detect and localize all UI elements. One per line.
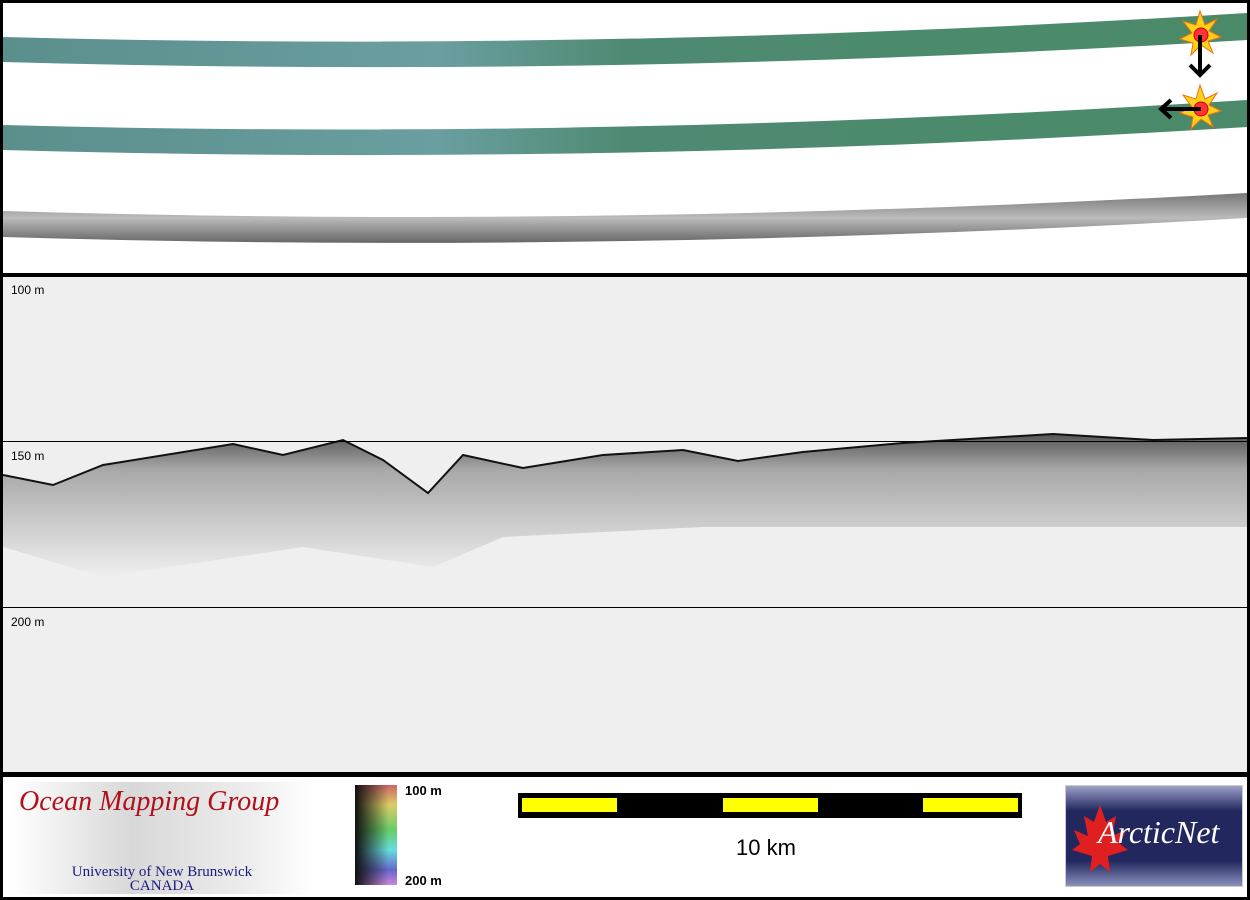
depth-label-200: 200 m bbox=[11, 615, 45, 629]
backscatter-strip bbox=[3, 193, 1247, 243]
sediment-echo bbox=[3, 434, 1247, 577]
logo-line1: University of New Brunswick bbox=[71, 864, 253, 880]
depth-label-100: 100 m bbox=[11, 283, 45, 297]
logo-title: ArcticNet bbox=[1098, 814, 1220, 850]
arcticnet-logo: ArcticNet bbox=[1065, 785, 1243, 887]
logo-line2: CANADA bbox=[129, 878, 195, 894]
colorbar-top-label: 100 m bbox=[405, 783, 442, 798]
scale-segment bbox=[923, 798, 1018, 812]
logo-title: Ocean Mapping Group bbox=[19, 786, 280, 817]
swath-panel bbox=[3, 3, 1247, 273]
subbottom-profile-panel: 100 m 150 m 200 m bbox=[3, 277, 1247, 772]
scale-segment bbox=[522, 798, 617, 812]
legend-panel: Ocean Mapping Group University of New Br… bbox=[3, 777, 1247, 897]
depth-gridline-200 bbox=[3, 607, 1247, 608]
depth-gridline-150 bbox=[3, 441, 1247, 442]
swath-strip-2 bbox=[3, 100, 1247, 156]
scale-bar-label: 10 km bbox=[736, 835, 796, 860]
colorbar-bottom-label: 200 m bbox=[405, 873, 442, 888]
scale-bar bbox=[518, 793, 1022, 818]
swath-map bbox=[3, 9, 1247, 243]
seafloor-profile bbox=[3, 432, 1247, 577]
maple-leaf-icon bbox=[1072, 805, 1128, 872]
depth-label-150: 150 m bbox=[11, 449, 45, 463]
end-marker-icon bbox=[1158, 83, 1223, 131]
ocean-mapping-group-logo: Ocean Mapping Group University of New Br… bbox=[11, 782, 313, 894]
start-marker-icon bbox=[1178, 9, 1223, 78]
depth-colorbar bbox=[355, 785, 397, 885]
swath-strip-1 bbox=[3, 13, 1247, 68]
scale-segment bbox=[723, 798, 818, 812]
